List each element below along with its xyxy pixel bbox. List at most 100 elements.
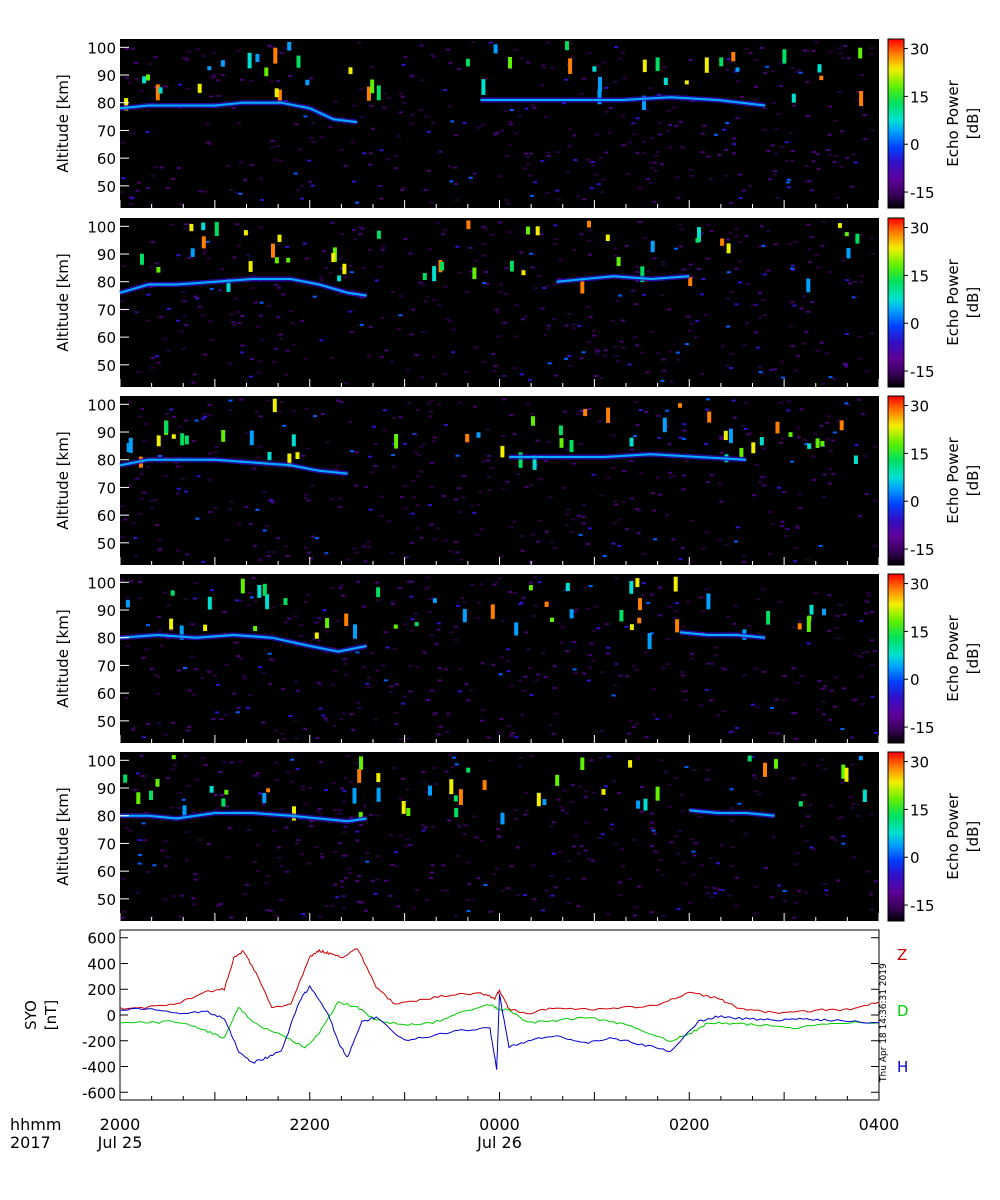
echo-pixel bbox=[629, 437, 634, 447]
noise-pixel bbox=[655, 718, 660, 721]
noise-pixel bbox=[388, 894, 393, 897]
noise-pixel bbox=[510, 732, 515, 734]
noise-pixel bbox=[860, 74, 865, 76]
noise-pixel bbox=[618, 57, 623, 60]
noise-pixel bbox=[405, 788, 410, 791]
noise-pixel bbox=[650, 491, 655, 494]
noise-pixel bbox=[774, 127, 779, 130]
noise-pixel bbox=[258, 666, 263, 668]
echo-pixel bbox=[739, 447, 744, 457]
noise-pixel bbox=[134, 61, 138, 64]
noise-pixel bbox=[121, 141, 126, 144]
noise-pixel bbox=[207, 478, 211, 481]
noise-pixel bbox=[476, 877, 481, 880]
noise-pixel bbox=[299, 635, 304, 638]
noise-pixel bbox=[398, 737, 403, 740]
noise-pixel bbox=[324, 266, 328, 269]
noise-pixel bbox=[424, 115, 429, 118]
noise-pixel bbox=[207, 414, 212, 417]
noise-pixel bbox=[272, 360, 277, 363]
noise-pixel bbox=[206, 843, 211, 846]
noise-pixel bbox=[848, 796, 853, 799]
echo-pixel bbox=[209, 786, 214, 793]
echo-pixel bbox=[580, 278, 585, 294]
noise-pixel bbox=[635, 117, 640, 120]
echo-pixel bbox=[353, 624, 357, 639]
noise-pixel bbox=[142, 491, 147, 494]
noise-pixel bbox=[599, 730, 604, 733]
echo-pixel bbox=[257, 585, 262, 598]
echo-pixel bbox=[555, 774, 560, 786]
colorbar-label-line1: Echo Power bbox=[944, 436, 962, 523]
noise-pixel bbox=[795, 524, 800, 527]
noise-pixel bbox=[818, 544, 823, 547]
echo-pixel bbox=[432, 266, 437, 282]
colorbar-label-line1: Echo Power bbox=[944, 614, 962, 701]
noise-pixel bbox=[588, 654, 593, 657]
noise-pixel bbox=[499, 555, 504, 557]
noise-pixel bbox=[274, 284, 279, 286]
noise-pixel bbox=[574, 834, 579, 837]
noise-pixel bbox=[462, 601, 467, 604]
noise-pixel bbox=[661, 667, 666, 670]
noise-pixel bbox=[704, 314, 709, 316]
noise-pixel bbox=[625, 528, 630, 531]
noise-pixel bbox=[595, 352, 600, 355]
noise-pixel bbox=[402, 186, 406, 189]
echo-pixel bbox=[820, 440, 825, 447]
noise-pixel bbox=[391, 454, 396, 457]
noise-pixel bbox=[244, 431, 249, 434]
noise-pixel bbox=[406, 580, 411, 583]
noise-pixel bbox=[355, 830, 360, 833]
noise-pixel bbox=[408, 690, 413, 693]
noise-pixel bbox=[513, 592, 518, 595]
noise-pixel bbox=[414, 354, 419, 356]
noise-pixel bbox=[366, 540, 371, 543]
noise-pixel bbox=[655, 150, 660, 153]
noise-pixel bbox=[709, 699, 714, 702]
noise-pixel bbox=[485, 282, 490, 285]
noise-pixel bbox=[588, 585, 593, 587]
noise-pixel bbox=[131, 522, 136, 525]
noise-pixel bbox=[369, 813, 373, 816]
noise-pixel bbox=[520, 535, 525, 538]
noise-pixel bbox=[506, 648, 511, 651]
noise-pixel bbox=[158, 316, 163, 319]
noise-pixel bbox=[790, 264, 795, 267]
noise-pixel bbox=[611, 467, 616, 470]
echo-pixel bbox=[465, 434, 470, 443]
noise-pixel bbox=[852, 653, 857, 656]
noise-pixel bbox=[438, 150, 443, 153]
noise-pixel bbox=[601, 178, 606, 181]
noise-pixel bbox=[566, 508, 571, 511]
noise-pixel bbox=[443, 89, 448, 92]
noise-pixel bbox=[205, 122, 210, 125]
noise-pixel bbox=[481, 460, 486, 463]
noise-pixel bbox=[420, 330, 425, 333]
noise-pixel bbox=[437, 304, 442, 307]
noise-pixel bbox=[429, 201, 434, 204]
x-tick-time: 2000 bbox=[100, 1115, 141, 1134]
noise-pixel bbox=[825, 421, 830, 424]
noise-pixel bbox=[146, 624, 150, 627]
noise-pixel bbox=[734, 228, 739, 231]
noise-pixel bbox=[399, 496, 404, 498]
noise-pixel bbox=[737, 802, 742, 805]
noise-pixel bbox=[830, 439, 835, 442]
noise-pixel bbox=[689, 519, 694, 522]
noise-pixel bbox=[690, 838, 695, 841]
noise-pixel bbox=[802, 763, 807, 766]
noise-pixel bbox=[792, 104, 797, 107]
noise-pixel bbox=[614, 843, 619, 846]
noise-pixel bbox=[166, 349, 171, 352]
noise-pixel bbox=[265, 874, 270, 877]
noise-pixel bbox=[794, 737, 799, 740]
noise-pixel bbox=[843, 45, 847, 48]
noise-pixel bbox=[740, 424, 745, 427]
noise-pixel bbox=[330, 905, 335, 907]
y-tick-label: 100 bbox=[87, 396, 116, 414]
noise-pixel bbox=[220, 268, 224, 271]
noise-pixel bbox=[184, 754, 188, 757]
noise-pixel bbox=[816, 167, 821, 170]
